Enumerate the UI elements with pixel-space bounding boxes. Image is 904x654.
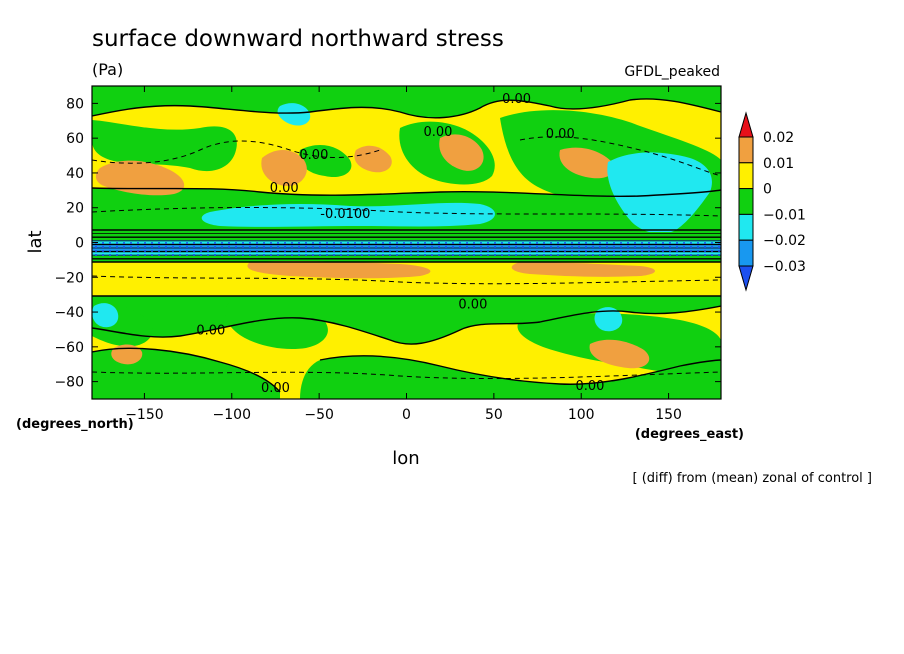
colorbar-swatch: [738, 239, 754, 267]
contour-line-dashed: [519, 136, 721, 177]
contour-line: [92, 187, 721, 198]
y-tick-label: 80: [66, 96, 84, 112]
contour-label: 0.00: [423, 125, 452, 140]
contour-line: [92, 347, 281, 393]
contour-region: [247, 261, 431, 279]
contour-region: [92, 120, 237, 172]
colorbar-label: −0.02: [763, 233, 806, 249]
y-tick-label: −40: [54, 305, 84, 321]
contour-region: [607, 152, 712, 234]
contour-line-dashed: [92, 275, 721, 285]
x-tick-label: 100: [568, 407, 595, 423]
x-tick-label: 0: [402, 407, 411, 423]
contour-region: [559, 147, 615, 179]
colorbar-arrow-top: [738, 111, 754, 138]
contour-region: [92, 348, 280, 399]
x-tick-label: 50: [485, 407, 503, 423]
contour-region: [299, 145, 352, 178]
y-axis: −80 −60 −40 −20 0 20 40 60 80: [54, 96, 721, 391]
colorbar-swatch: [738, 213, 754, 241]
contour-region: [354, 145, 392, 173]
colorbar-label: 0: [763, 182, 772, 198]
colorbar: 0.02 0.01 0 −0.01 −0.02 −0.03: [738, 111, 806, 292]
contour-map: 0.00 0.00 0.00 0.00 0.00 -0.0100 0.00 0.00 0.00 0…: [92, 86, 721, 399]
contour-line: [92, 305, 721, 345]
contour-line: [92, 98, 721, 119]
y-tick-label: 20: [66, 201, 84, 217]
contour-label: 0.00: [196, 323, 225, 338]
contour-region: [594, 307, 623, 332]
y-tick-label: 40: [66, 166, 84, 182]
colorbar-swatch: [738, 188, 754, 215]
contour-line-dashed: [92, 371, 721, 380]
colorbar-label: 0.02: [763, 130, 794, 146]
contour-label: 0.00: [261, 381, 290, 396]
contour-region: [225, 299, 328, 350]
y-tick-label: 0: [75, 236, 84, 252]
contour-region: [300, 355, 721, 399]
colorbar-arrow-bottom: [738, 265, 754, 292]
colorbar-label: 0.01: [763, 156, 794, 172]
contour-region: [111, 344, 143, 365]
contour-label: 0.00: [270, 181, 299, 196]
x-units-label: (degrees_east): [635, 427, 744, 442]
y-tick-label: 60: [66, 131, 84, 147]
y-units-label: (degrees_north): [16, 417, 134, 432]
contour-region: [589, 339, 650, 369]
y-tick-label: −20: [54, 270, 84, 286]
contour-label: -0.0100: [320, 207, 370, 222]
x-tick-label: −100: [213, 407, 251, 423]
contour-label: 0.00: [502, 92, 531, 107]
contour-label: 0.00: [546, 127, 575, 142]
contour-label: 0.00: [458, 297, 487, 312]
x-tick-label: −150: [125, 407, 163, 423]
contour-region: [439, 134, 484, 171]
colorbar-swatch: [738, 136, 754, 164]
contour-region: [95, 160, 185, 196]
contour-label: 0.00: [299, 148, 328, 163]
colorbar-label: −0.03: [763, 259, 806, 275]
model-label: GFDL_peaked: [624, 64, 720, 80]
y-axis-label: lat: [25, 230, 46, 253]
y-tick-label: −80: [54, 375, 84, 391]
contour-region: [277, 103, 311, 126]
x-axis: −150 −100 −50 0 50 100 150: [125, 86, 682, 423]
diff-note: [ (diff) from (mean) zonal of control ]: [633, 471, 872, 486]
contour-region: [92, 86, 721, 118]
y-tick-label: −60: [54, 340, 84, 356]
contour-region: [201, 202, 495, 227]
x-axis-label: lon: [392, 448, 419, 469]
contour-line: [319, 355, 721, 385]
x-tick-label: 150: [655, 407, 682, 423]
contour-line-dashed: [92, 140, 381, 164]
x-tick-label: −50: [304, 407, 334, 423]
contour-line-dashed: [92, 207, 721, 217]
chart-title: surface downward northward stress: [92, 26, 504, 52]
contour-region: [511, 262, 655, 277]
contour-region: [92, 303, 119, 328]
units-label: (Pa): [92, 60, 123, 79]
colorbar-swatch: [738, 162, 754, 190]
contour-region: [261, 149, 307, 186]
contour-label: 0.00: [575, 379, 604, 394]
colorbar-label: −0.01: [763, 207, 806, 223]
